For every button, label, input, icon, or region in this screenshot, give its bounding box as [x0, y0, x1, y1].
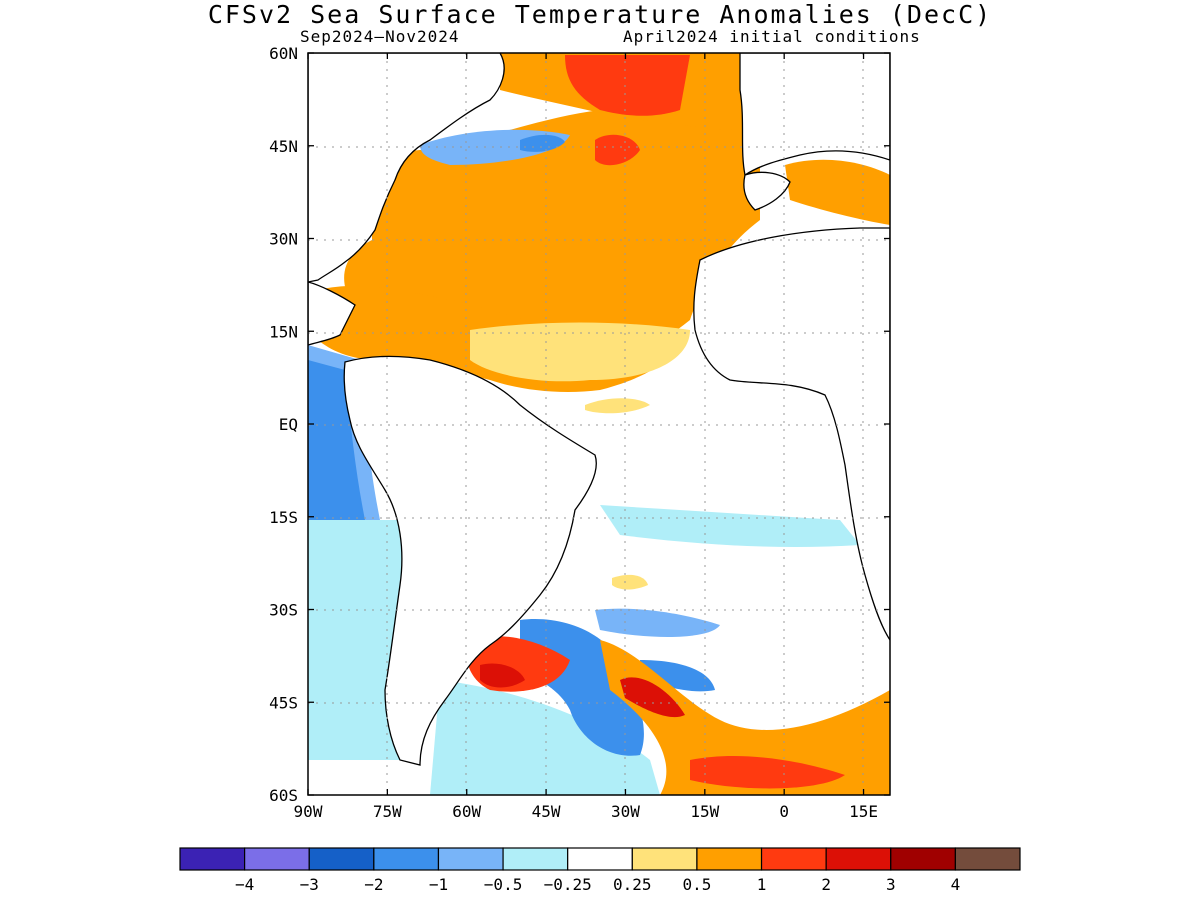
anomaly-strong-warm-confluence — [480, 663, 525, 688]
land-africa — [693, 227, 890, 642]
colorbar-label: −2 — [364, 875, 383, 894]
colorbar-label: 2 — [821, 875, 831, 894]
colorbar-label: −3 — [300, 875, 319, 894]
lat-tick-label: 60N — [269, 44, 298, 63]
land-north-america — [308, 53, 505, 283]
lon-tick-label: 45W — [532, 802, 561, 821]
colorbar-swatch — [373, 847, 440, 871]
map-gridlines — [308, 53, 890, 795]
land-central-america — [308, 281, 356, 346]
colorbar-label: 0.25 — [613, 875, 652, 894]
anomaly-warm-mediterranean — [785, 159, 890, 225]
colorbar-swatch — [179, 847, 246, 871]
chart-title: CFSv2 Sea Surface Temperature Anomalies … — [207, 0, 993, 29]
lat-tick-label: 30N — [269, 230, 298, 249]
colorbar-labels: −4 −3 −2 −1 −0.5 −0.25 0.25 0.5 1 2 3 4 — [235, 875, 960, 894]
colorbar-label: −4 — [235, 875, 254, 894]
anomaly-mild-warm-patch — [612, 574, 648, 590]
colorbar-swatch — [567, 847, 633, 871]
anomaly-cool-gulfstream-core — [520, 134, 565, 152]
colorbar-swatch — [890, 847, 956, 871]
anomaly-light-cool-southern-ocean — [430, 680, 660, 795]
lat-tick-label: EQ — [279, 415, 298, 434]
land-masses — [308, 53, 890, 766]
lon-tick-label: 30W — [611, 802, 640, 821]
lon-tick-label: 75W — [373, 802, 402, 821]
lon-tick-label: 0 — [779, 802, 789, 821]
colorbar-swatch — [696, 847, 763, 871]
anomaly-mild-tropical — [470, 322, 690, 382]
anomaly-strong-warm-south-atlantic — [620, 677, 685, 718]
colorbar-label: 4 — [951, 875, 961, 894]
lat-tick-label: 45N — [269, 137, 298, 156]
lon-tick-label: 15W — [690, 802, 719, 821]
anomaly-strong-cool-east-pacific — [308, 360, 365, 530]
colorbar-swatch — [437, 847, 504, 871]
colorbar-label: −0.25 — [544, 875, 592, 894]
colorbar-label: −1 — [429, 875, 448, 894]
lon-tick-label: 90W — [294, 802, 323, 821]
lon-tick-label: 60W — [452, 802, 481, 821]
colorbar-swatch — [825, 847, 892, 871]
lat-tick-label: 15S — [269, 508, 298, 527]
colorbar-swatch — [631, 847, 698, 871]
forecast-period: Sep2024–Nov2024 — [300, 27, 460, 46]
colorbar-swatch — [760, 847, 827, 871]
colorbar-swatch — [502, 847, 569, 871]
colorbar-label: 0.5 — [682, 875, 711, 894]
anomaly-strong-subarctic — [565, 55, 690, 116]
colorbar-swatch — [954, 847, 1021, 871]
land-south-america — [343, 355, 597, 766]
anomaly-strong-warm-southern-band — [690, 755, 845, 789]
lat-tick-label: 45S — [269, 693, 298, 712]
colorbar-swatch — [308, 847, 375, 871]
colorbar-label: −0.5 — [484, 875, 523, 894]
anomaly-light-cool-south-atlantic — [600, 505, 860, 547]
land-europe — [739, 53, 890, 177]
colorbar-label: 3 — [886, 875, 896, 894]
colorbar-swatch — [244, 847, 310, 871]
colorbar-boxes — [179, 847, 1021, 871]
lat-tick-label: 15N — [269, 322, 298, 341]
anomaly-strong-midatlantic — [595, 134, 640, 166]
anomaly-warm-south-atlantic — [600, 640, 890, 795]
lat-tick-label: 30S — [269, 601, 298, 620]
anomaly-cool-south-atlantic-band — [595, 608, 720, 637]
initial-conditions: April2024 initial conditions — [623, 27, 921, 46]
lon-tick-label: 15E — [849, 802, 878, 821]
anomaly-mild-equatorial — [585, 398, 650, 414]
lat-tick-label: 60S — [269, 786, 298, 805]
land-iberia — [743, 171, 791, 211]
colorbar-label: 1 — [757, 875, 767, 894]
